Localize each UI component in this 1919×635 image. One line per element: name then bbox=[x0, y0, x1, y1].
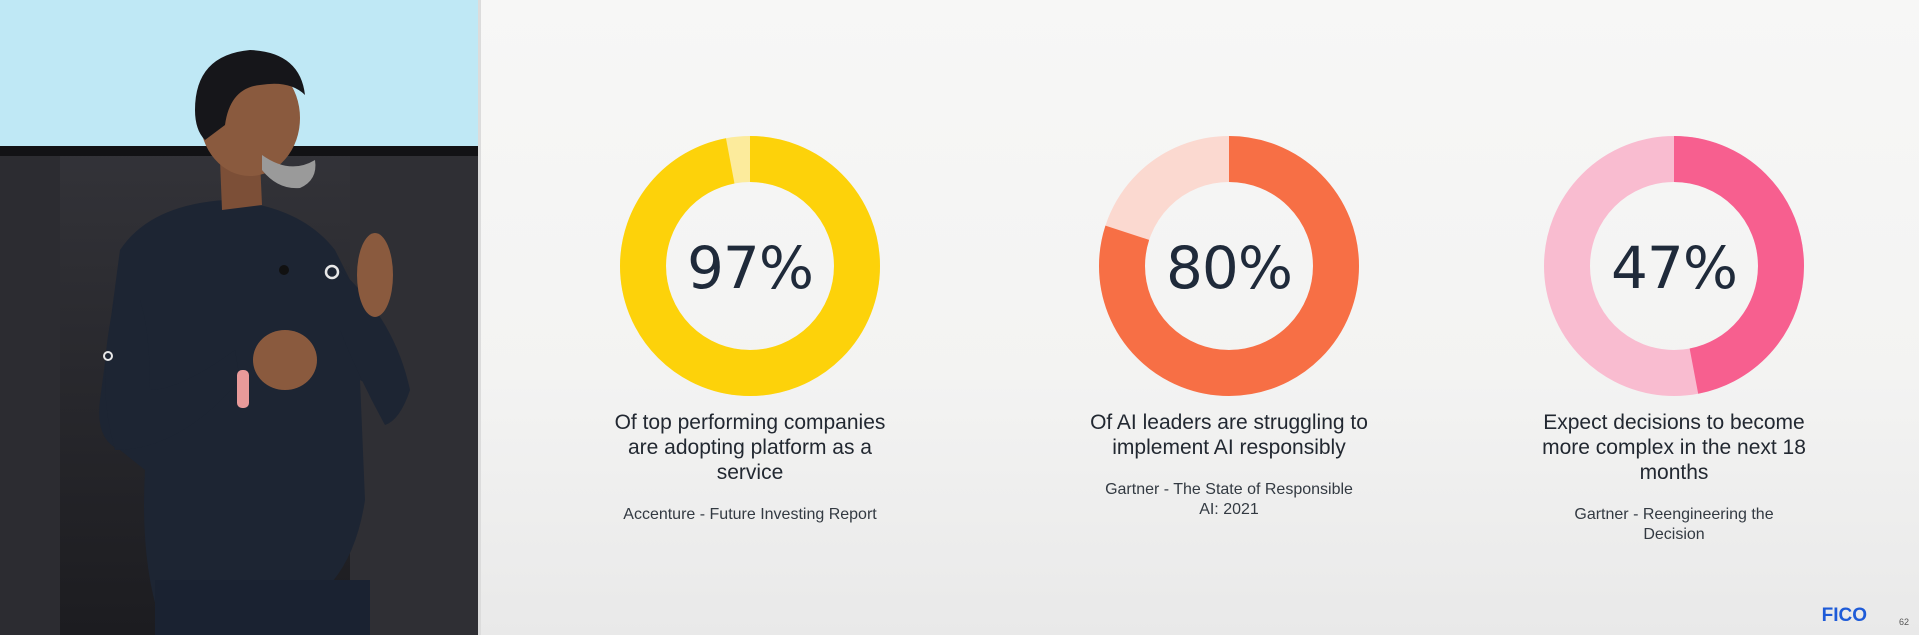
presentation-slide: 97% Of top performing companies are adop… bbox=[478, 0, 1919, 635]
donut-chart: 47% bbox=[1544, 136, 1804, 396]
stat-value: 80% bbox=[1166, 234, 1292, 302]
speaker-figure bbox=[99, 50, 410, 635]
donut-fill bbox=[1099, 136, 1359, 396]
stat-description: Expect decisions to become more complex … bbox=[1542, 411, 1806, 484]
donut-chart: 97% bbox=[620, 136, 880, 396]
stat-card-97: 97% Of top performing companies are adop… bbox=[540, 136, 960, 525]
stat-value: 97% bbox=[687, 234, 813, 302]
stat-card-80: 80% Of AI leaders are struggling to impl… bbox=[1019, 136, 1439, 520]
page-number: 62 bbox=[1898, 617, 1909, 627]
donut-chart: 80% bbox=[1099, 136, 1359, 396]
donut-fill bbox=[1544, 136, 1804, 396]
stat-value: 47% bbox=[1611, 234, 1737, 302]
speaker-video bbox=[0, 0, 478, 635]
stat-description: Of top performing companies are adopting… bbox=[614, 411, 886, 484]
fico-logo: FICO bbox=[1821, 605, 1867, 626]
stat-source: Gartner - The State of Responsible AI: 2… bbox=[1105, 481, 1353, 518]
stat-source: Gartner - Reengineering the Decision bbox=[1574, 506, 1774, 543]
donut-fill bbox=[620, 136, 880, 396]
stat-source: Accenture - Future Investing Report bbox=[623, 506, 877, 523]
speaker-video-frame bbox=[0, 0, 478, 635]
stat-description: Of AI leaders are struggling to implemen… bbox=[1090, 411, 1368, 459]
stat-card-47: 47% Expect decisions to become more comp… bbox=[1464, 136, 1884, 545]
